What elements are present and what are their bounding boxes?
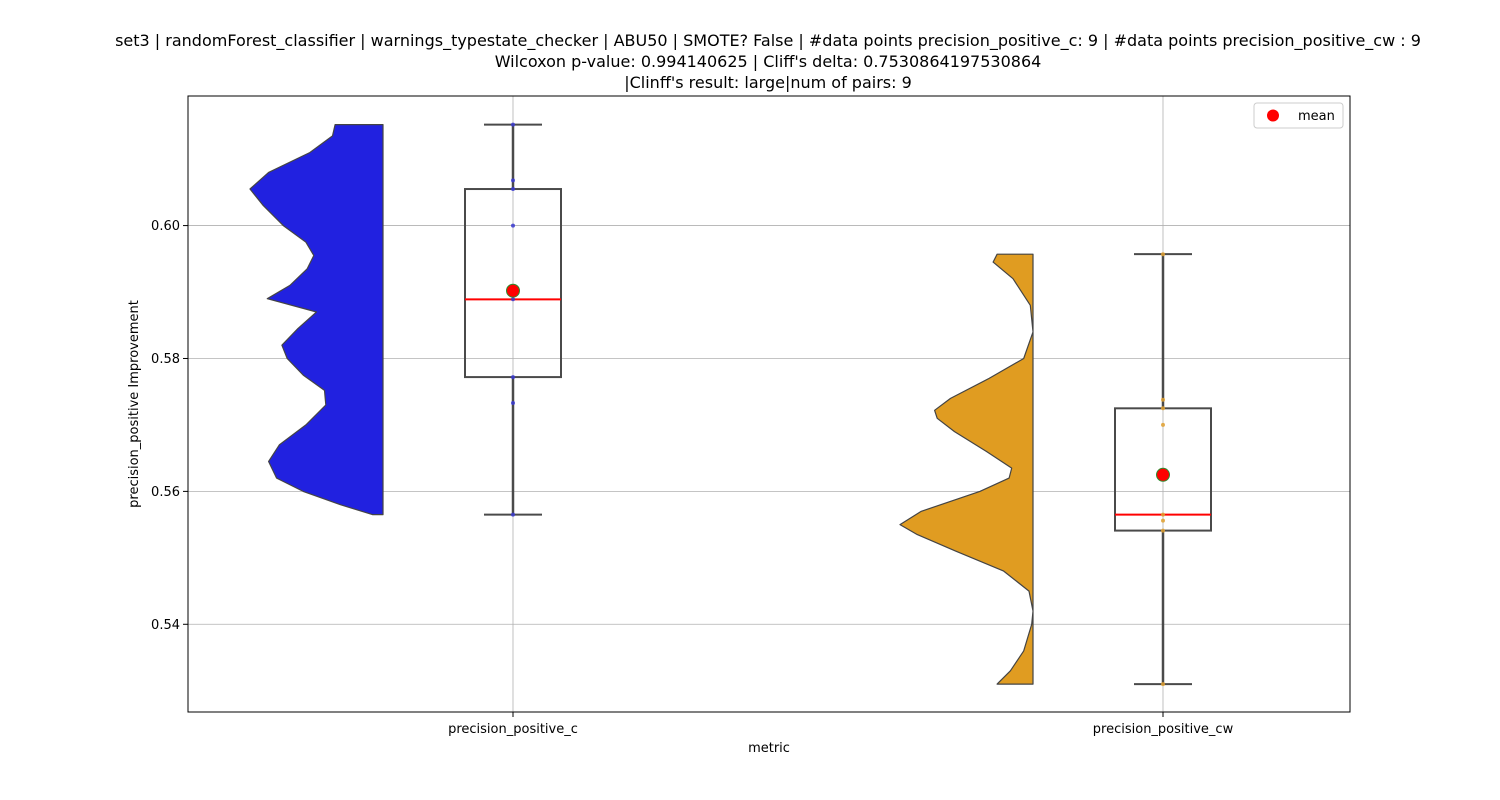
- data-point-precision_positive_cw-5: [1161, 422, 1165, 427]
- data-point-precision_positive_c-2: [511, 375, 515, 380]
- data-point-precision_positive_c-8: [511, 122, 515, 127]
- mean-marker-precision_positive_cw: [1156, 467, 1170, 482]
- chart-title-line-2: Wilcoxon p-value: 0.994140625 | Cliff's …: [495, 52, 1042, 71]
- mean-marker-precision_positive_c: [506, 283, 520, 298]
- data-point-precision_positive_cw-3: [1161, 512, 1165, 517]
- data-point-precision_positive_c-3: [511, 297, 515, 302]
- legend-box: [1253, 102, 1344, 129]
- means: [506, 283, 1170, 482]
- y-tick-label-3: 0.60: [151, 219, 180, 234]
- violin-precision_positive_cw: [899, 253, 1034, 685]
- y-axis-ticks: 0.54 0.56 0.58 0.60: [151, 219, 188, 633]
- legend-mean-label: mean: [1298, 109, 1335, 124]
- chart-title-line-1: set3 | randomForest_classifier | warning…: [115, 31, 1421, 51]
- violin-precision_positive_c: [249, 124, 384, 516]
- x-tick-label-precision-positive-cw: precision_positive_cw: [1093, 722, 1234, 737]
- data-point-precision_positive_cw-0: [1161, 682, 1165, 687]
- y-tick-label-1: 0.56: [151, 485, 180, 500]
- legend-mean-marker: [1267, 109, 1279, 122]
- data-point-precision_positive_c-0: [511, 512, 515, 517]
- data-point-precision_positive_c-5: [511, 223, 515, 228]
- x-tick-label-precision-positive-c: precision_positive_c: [448, 722, 578, 737]
- violins: [249, 124, 1034, 685]
- y-tick-label-0: 0.54: [151, 618, 180, 633]
- y-axis-label: precision_positive Improvement: [127, 300, 142, 508]
- data-point-precision_positive_cw-6: [1161, 406, 1165, 411]
- data-point-precision_positive_c-7: [511, 178, 515, 183]
- data-point-precision_positive_cw-1: [1161, 528, 1165, 533]
- y-tick-label-2: 0.58: [151, 352, 180, 367]
- plot-frame: [187, 95, 1351, 713]
- x-axis-label: metric: [748, 741, 790, 756]
- data-point-precision_positive_cw-2: [1161, 518, 1165, 523]
- data-point-precision_positive_c-6: [511, 187, 515, 191]
- legend: mean: [1253, 102, 1344, 129]
- chart-title-line-3: |Clinff's result: large|num of pairs: 9: [624, 73, 912, 92]
- data-point-precision_positive_c-1: [511, 401, 515, 405]
- data-point-precision_positive_cw-8: [1161, 252, 1165, 257]
- data-point-precision_positive_cw-7: [1161, 397, 1165, 402]
